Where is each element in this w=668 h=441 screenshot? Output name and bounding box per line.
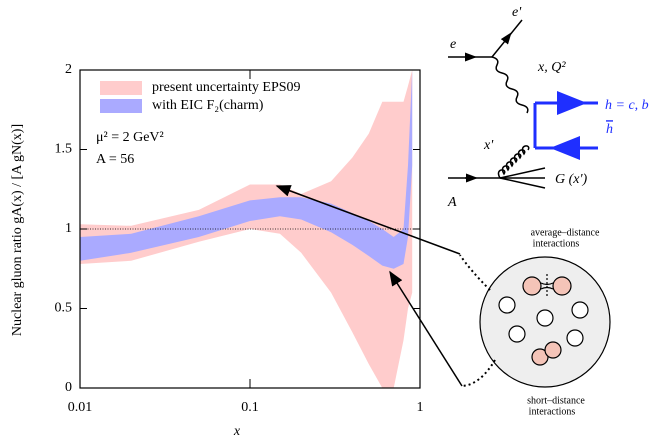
y-tick-label: 0 [65, 380, 72, 395]
diagram-label: h = c, b [605, 98, 649, 113]
gluon [497, 145, 530, 179]
diagram-note: average–distance [531, 227, 600, 238]
annotation: A = 56 [96, 152, 134, 167]
dotted-link [461, 359, 496, 387]
legend-label: with EIC F₂(charm) [152, 98, 264, 113]
nucleon [571, 301, 589, 319]
diagram-label: x' [483, 138, 494, 153]
nucleon [566, 329, 584, 347]
pointer-arrow [389, 270, 463, 387]
diagram-label: A [447, 195, 457, 210]
feynman-diagram [448, 19, 598, 189]
x-tick-label: 1 [417, 400, 424, 415]
diagram-note: interactions [533, 238, 580, 249]
nucleon [508, 325, 526, 343]
x-tick-label: 0.1 [241, 400, 259, 415]
remnant [499, 167, 546, 179]
diagram-label: h [606, 122, 613, 137]
diagram-label: e [450, 37, 456, 52]
annotation: μ² = 2 GeV² [96, 130, 164, 145]
y-tick-label: 2 [65, 62, 72, 77]
uncertainty-band [80, 70, 413, 269]
nucleon [544, 341, 562, 359]
diagram-note: interactions [529, 406, 576, 417]
x-tick-label: 0.01 [68, 400, 93, 415]
y-tick-label: 1.5 [55, 142, 73, 157]
y-axis-label: Nuclear gluon ratio gA(x) / [A gN(x)] [10, 124, 25, 336]
y-tick-label: 0.5 [55, 301, 73, 316]
legend-swatch [100, 99, 142, 113]
nucleus-illustration [275, 185, 611, 388]
diagram-label: e' [512, 5, 522, 20]
legend-label: present uncertainty EPS09 [152, 80, 301, 95]
plot: 0 0.5 1 1.5 2 0.01 0.1 1 present uncertainty EPS… [55, 62, 424, 415]
nucleon [536, 309, 554, 327]
x-axis-label: x [233, 424, 241, 439]
nucleon [498, 296, 516, 314]
diagram-note: short–distance [527, 395, 585, 406]
legend-swatch [100, 81, 142, 95]
uncertainty-band [80, 70, 413, 388]
dotted-link [459, 254, 491, 291]
diagram-label: G (x') [555, 172, 587, 187]
y-tick-label: 1 [65, 221, 72, 236]
nucleon [522, 276, 542, 296]
photon [491, 56, 529, 114]
nucleon [552, 276, 572, 296]
nucleon [531, 348, 549, 366]
arrow [500, 32, 512, 45]
pointer-arrow [275, 185, 461, 255]
diagram-label: x, Q² [537, 60, 566, 75]
remnant [499, 177, 546, 189]
